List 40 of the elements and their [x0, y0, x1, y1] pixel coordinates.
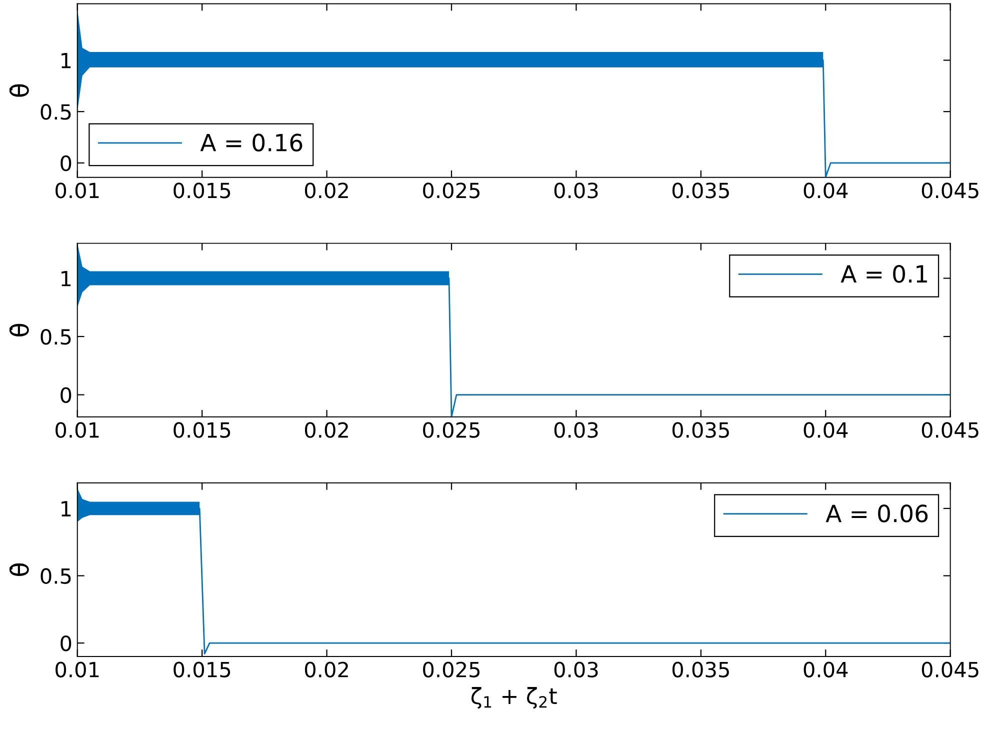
x-tick-label: 0.04: [804, 422, 848, 438]
legend-label: A = 0.16: [200, 134, 302, 152]
y-tick-label: 0: [60, 155, 72, 172]
x-tick-label: 0.04: [804, 662, 848, 678]
legend-label: A = 0.1: [840, 264, 927, 283]
x-tick-label: 0.02: [304, 182, 348, 198]
x-tick-label: 0.025: [423, 422, 480, 438]
x-tick-label: 0.04: [804, 182, 848, 198]
x-tick-label: 0.03: [554, 182, 598, 198]
x-tick-label: 0.015: [174, 662, 230, 678]
y-tick-label: 1: [62, 270, 71, 286]
y-axis-title: θ̇: [9, 324, 29, 336]
x-tick-label: 0.035: [672, 662, 729, 678]
x-tick-label: 0.02: [304, 422, 348, 438]
x-tick-label: 0.015: [174, 182, 230, 198]
x-tick-label: 0.035: [672, 182, 729, 198]
y-tick-label: 1: [62, 501, 71, 516]
x-tick-label: 0.045: [922, 662, 978, 678]
y-tick-label: 0: [60, 387, 72, 403]
x-tick-label: 0.045: [922, 422, 978, 438]
x-axis-title: ζ$_{1}$ + ζ$_{2}$t: [471, 687, 557, 709]
x-tick-label: 0.025: [423, 182, 480, 198]
y-tick-label: 0.5: [40, 104, 71, 120]
x-tick-label: 0.015: [174, 422, 230, 438]
legend-label: A = 0.06: [826, 504, 928, 522]
y-axis-title: θ̇: [9, 84, 29, 97]
y-tick-label: 0.5: [40, 328, 71, 345]
x-tick-label: 0.035: [672, 422, 729, 438]
x-tick-label: 0.01: [56, 422, 99, 438]
x-tick-label: 0.025: [423, 662, 480, 678]
x-tick-label: 0.01: [56, 182, 99, 198]
y-axis-title: θ̇: [9, 563, 29, 576]
x-tick-label: 0.02: [304, 662, 348, 678]
x-tick-label: 0.03: [554, 422, 598, 438]
y-tick-label: 1: [62, 52, 71, 68]
y-tick-label: 0: [60, 635, 72, 652]
y-tick-label: 0.5: [40, 568, 71, 584]
x-tick-label: 0.03: [554, 662, 598, 678]
x-tick-label: 0.045: [922, 182, 978, 198]
x-tick-label: 0.01: [56, 662, 99, 678]
